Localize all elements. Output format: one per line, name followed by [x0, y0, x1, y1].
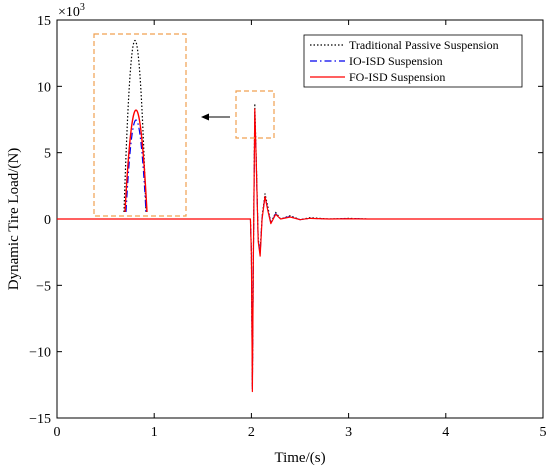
- y-multiplier: ×103: [58, 2, 85, 20]
- zoom-arrow-head: [201, 113, 209, 121]
- inset-io-isd-curve: [125, 119, 147, 213]
- x-axis-label: Time/(s): [274, 450, 325, 466]
- series-io-isd-line: [57, 112, 543, 390]
- legend: Traditional Passive Suspension IO-ISD Su…: [303, 34, 523, 88]
- y-tick-label-5: −10: [29, 346, 51, 361]
- x-tick-label-3: 3: [345, 425, 352, 440]
- x-tick-label-1: 1: [151, 425, 158, 440]
- inset-fo-isd-curve: [124, 109, 148, 213]
- x-tick-label-0: 0: [54, 425, 61, 440]
- series-fo-isd-line: [57, 108, 543, 393]
- y-multiplier-exponent: 3: [80, 2, 85, 13]
- inset-passive-curve: [123, 39, 147, 213]
- y-axis-label: Dynamic Tire Load/(N): [6, 148, 22, 290]
- y-tick-label-4: −5: [36, 279, 51, 294]
- y-tick-label-1: 10: [37, 80, 51, 95]
- x-tick-label-5: 5: [540, 425, 547, 440]
- legend-label-io: IO-ISD Suspension: [349, 54, 443, 68]
- x-tick-label-4: 4: [442, 425, 449, 440]
- series-group: [57, 103, 543, 393]
- peak-zoom-frame: [235, 90, 275, 139]
- x-tick-label-2: 2: [248, 425, 255, 440]
- y-tick-label-3: 0: [44, 213, 51, 228]
- x-axis-ticks: 0 1 2 3 4 5: [54, 20, 547, 440]
- y-tick-label-2: 5: [44, 147, 51, 162]
- inset-group: [123, 39, 148, 213]
- y-axis-ticks: 15 10 5 0 −5 −10 −15: [29, 14, 543, 427]
- legend-label-fo: FO-ISD Suspension: [349, 70, 445, 84]
- y-tick-label-6: −15: [29, 412, 51, 427]
- y-tick-label-0: 15: [37, 14, 51, 29]
- inset-zoom-frame: [93, 33, 187, 217]
- legend-label-passive: Traditional Passive Suspension: [349, 38, 499, 52]
